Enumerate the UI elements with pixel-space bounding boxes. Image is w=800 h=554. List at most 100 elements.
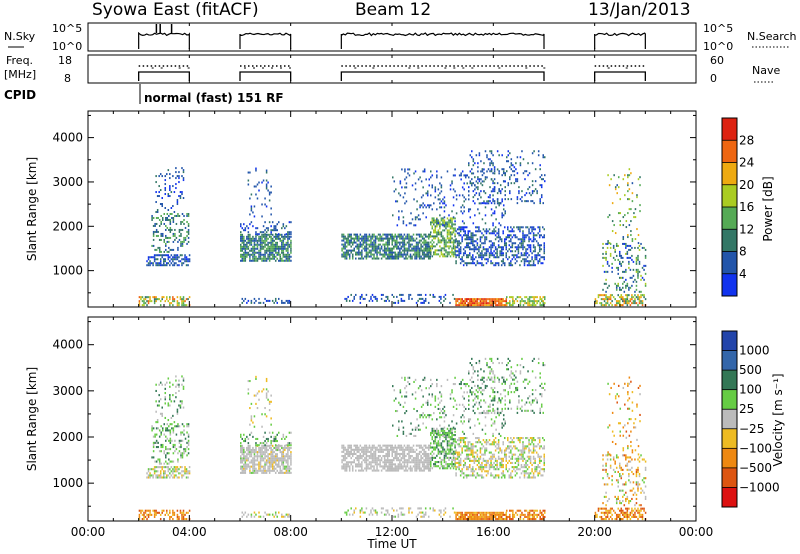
power-cell: [479, 302, 482, 305]
power-cell: [516, 248, 518, 251]
velocity-cell: [420, 459, 422, 462]
velocity-cell: [448, 463, 450, 466]
power-cell: [442, 224, 444, 227]
velocity-cell: [345, 463, 348, 466]
power-cell: [392, 176, 394, 179]
power-cell: [165, 236, 167, 239]
velocity-cell: [376, 457, 378, 460]
power-cell: [422, 212, 424, 215]
velocity-cell: [287, 513, 289, 516]
velocity-cell: [278, 471, 280, 474]
velocity-cell: [347, 461, 349, 464]
velocity-cell: [159, 466, 162, 469]
velocity-cell: [288, 431, 291, 434]
power-cell: [500, 298, 503, 301]
power-cell: [413, 224, 415, 227]
velocity-cell: [385, 446, 387, 449]
velocity-cell: [250, 459, 253, 462]
power-cell: [370, 297, 372, 300]
power-cell: [178, 181, 180, 184]
power-cell: [172, 240, 175, 243]
power-cell: [258, 233, 260, 236]
power-cell: [473, 250, 476, 253]
velocity-cell: [423, 448, 425, 451]
velocity-cell: [256, 463, 259, 466]
velocity-cell: [167, 470, 170, 473]
power-cell: [182, 304, 185, 307]
velocity-cell: [143, 513, 145, 516]
power-cell: [638, 302, 641, 305]
power-cell: [377, 251, 380, 254]
power-cell: [253, 243, 256, 246]
power-cell: [537, 252, 539, 255]
velocity-cell: [178, 383, 180, 386]
power-cell: [614, 258, 616, 261]
power-cell: [543, 234, 546, 237]
velocity-cell: [179, 511, 182, 514]
velocity-cell: [247, 380, 250, 383]
power-cell: [377, 245, 380, 248]
power-cell: [427, 257, 430, 260]
velocity-cell: [415, 459, 418, 462]
velocity-cell: [241, 449, 244, 452]
power-cell: [490, 300, 492, 303]
power-colorbar-tick-label: 24: [739, 156, 754, 170]
velocity-cell: [288, 513, 291, 516]
power-cell: [514, 258, 517, 261]
power-cell: [373, 253, 375, 256]
power-cell: [174, 228, 176, 231]
power-cell: [350, 245, 352, 248]
velocity-cell: [244, 437, 247, 440]
power-cell: [611, 294, 613, 297]
power-cell: [515, 178, 517, 181]
power-cell: [241, 235, 244, 238]
power-cell: [355, 251, 357, 254]
power-cell: [606, 302, 609, 305]
power-cell: [534, 296, 537, 299]
velocity-cell: [240, 446, 242, 449]
velocity-cell: [370, 467, 372, 470]
power-cell: [240, 235, 242, 238]
power-cell: [431, 217, 434, 220]
power-cell: [496, 262, 498, 265]
power-cell: [430, 245, 432, 248]
power-cell: [471, 150, 473, 153]
power-cell: [178, 171, 180, 174]
velocity-cell: [150, 513, 153, 516]
velocity-cell: [155, 421, 157, 424]
power-cell: [490, 178, 493, 181]
power-cell: [516, 246, 518, 249]
velocity-cell: [182, 511, 185, 514]
beam-title: Beam 12: [355, 0, 431, 20]
power-cell: [428, 204, 430, 207]
power-cell: [405, 200, 408, 203]
velocity-cell: [246, 459, 248, 462]
power-cell: [361, 239, 363, 242]
power-cell: [638, 270, 641, 273]
power-cell: [250, 247, 253, 250]
velocity-cell: [405, 459, 407, 462]
velocity-cell: [144, 511, 147, 514]
power-cell: [465, 254, 468, 257]
power-cell: [637, 254, 639, 257]
power-cell: [173, 258, 176, 261]
power-cell: [536, 190, 538, 193]
velocity-cell: [176, 470, 179, 473]
power-cell: [443, 224, 446, 227]
power-cell: [468, 198, 470, 201]
power-cell: [345, 237, 348, 240]
power-cell: [456, 298, 459, 301]
power-cell: [633, 216, 635, 219]
power-cell: [359, 251, 362, 254]
power-cell: [510, 230, 512, 233]
velocity-cell: [175, 470, 177, 473]
velocity-cell: [278, 446, 280, 449]
power-cell: [244, 251, 247, 254]
velocity-cell: [353, 452, 356, 455]
power-cell: [172, 216, 175, 219]
power-cell: [620, 288, 623, 291]
power-cell: [255, 299, 257, 302]
power-cell: [534, 234, 536, 237]
velocity-cell: [270, 459, 272, 462]
power-cell: [412, 253, 415, 256]
